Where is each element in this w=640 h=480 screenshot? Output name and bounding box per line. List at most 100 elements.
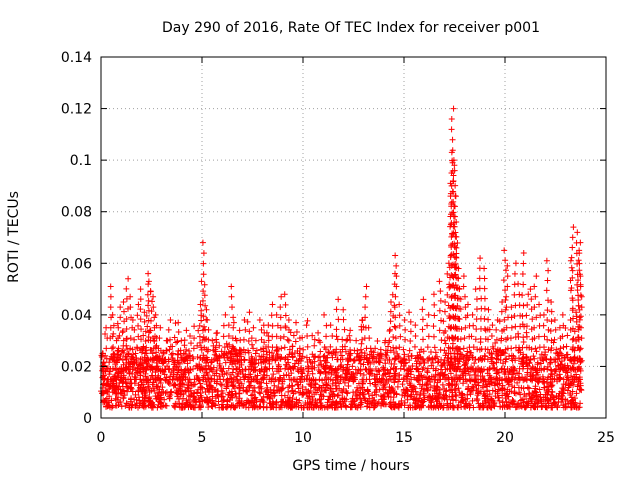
data-point [285,337,292,344]
data-point [437,288,444,295]
data-point [393,273,400,280]
data-point [304,376,311,383]
data-point [484,356,491,363]
data-point [117,314,124,321]
data-point [366,355,373,362]
data-point [339,346,346,353]
data-point [368,348,375,355]
data-point [234,370,241,377]
data-point [549,371,556,378]
data-point [190,404,197,411]
data-point [280,385,287,392]
data-point [486,366,493,373]
data-point [120,395,127,402]
data-point [419,316,426,323]
data-point [245,398,252,405]
data-point [445,382,452,389]
data-point [547,327,554,334]
data-point [505,379,512,386]
data-point [314,387,321,394]
data-point [458,326,465,333]
data-point [502,267,509,274]
data-point [574,383,581,390]
data-point [208,376,215,383]
data-point [236,327,243,334]
data-point [300,366,307,373]
data-point [158,358,165,365]
chart-title: Day 290 of 2016, Rate Of TEC Index for r… [162,20,540,36]
data-point [492,339,499,346]
data-point [286,346,293,353]
data-point [531,304,538,311]
data-point [481,265,488,272]
data-point [229,304,236,311]
data-point [143,312,150,319]
data-point [460,355,467,362]
data-point [293,396,300,403]
data-point [543,404,550,411]
data-point [348,400,355,407]
data-point [246,399,253,406]
x-tick-label: 0 [97,430,106,446]
data-point [165,326,172,333]
data-point [297,376,304,383]
data-point [438,337,445,344]
data-point [481,295,488,302]
data-point [120,349,127,356]
data-point [402,336,409,343]
data-point [293,319,300,326]
data-point [257,390,264,397]
data-point [123,326,130,333]
data-point [205,388,212,395]
data-point [494,390,501,397]
data-point [274,351,281,358]
data-point [145,302,152,309]
data-point [332,382,339,389]
data-point [299,391,306,398]
data-point [373,371,380,378]
data-point [569,267,576,274]
data-point [319,377,326,384]
data-point [204,371,211,378]
data-point [170,373,177,380]
data-point [137,316,144,323]
data-point [250,361,257,368]
data-point [107,293,114,300]
data-point [491,382,498,389]
data-point [142,387,149,394]
data-point [150,385,157,392]
data-point [531,355,538,362]
data-point [153,383,160,390]
data-point [241,317,248,324]
data-point [132,350,139,357]
data-point [282,301,289,308]
data-point [156,335,163,342]
data-point [498,337,505,344]
data-point [446,381,453,388]
data-point [324,399,331,406]
data-point [229,335,236,342]
data-point [412,322,419,329]
data-point [289,343,296,350]
data-point [303,354,310,361]
data-point [250,402,257,409]
data-point [470,322,477,329]
data-point [236,366,243,373]
data-point [281,344,288,351]
data-point [420,296,427,303]
data-point [534,404,541,411]
data-point [461,293,468,300]
data-point [485,316,492,323]
data-point [125,350,132,357]
data-point [365,391,372,398]
data-point [266,349,273,356]
data-point [436,327,443,334]
data-point [531,324,538,331]
data-point [135,404,142,411]
data-point [257,356,264,363]
data-point [448,242,455,249]
data-point [555,392,562,399]
data-point [390,344,397,351]
data-point [365,324,372,331]
